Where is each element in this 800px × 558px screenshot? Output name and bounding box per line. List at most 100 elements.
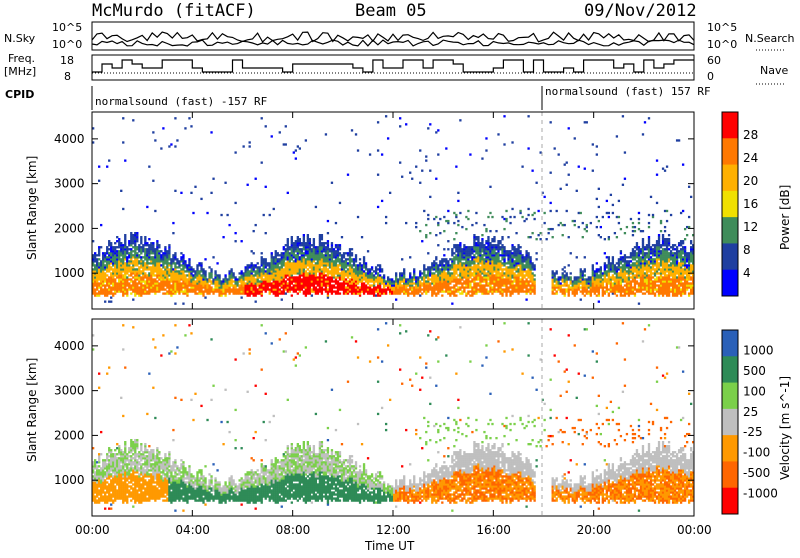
power-cell — [305, 262, 307, 264]
power-cell — [493, 260, 495, 262]
power-cell — [459, 286, 461, 288]
power-cell — [347, 288, 349, 290]
power-cell — [355, 282, 357, 284]
power-cell — [361, 280, 363, 282]
power-cell — [361, 268, 363, 270]
power-cell — [533, 286, 535, 288]
power-cell — [525, 298, 527, 300]
power-cell — [337, 284, 339, 286]
power-cell — [519, 272, 521, 274]
power-cell — [634, 262, 636, 264]
power-cell — [120, 250, 122, 252]
power-cell — [515, 266, 517, 268]
power-cell — [309, 274, 311, 276]
power-cell — [307, 278, 309, 280]
power-cell — [602, 216, 604, 218]
power-cell — [463, 276, 465, 278]
power-cell — [417, 282, 419, 284]
power-cell — [130, 236, 132, 238]
power-cell — [644, 256, 646, 258]
power-cell — [146, 278, 148, 280]
power-cell — [303, 268, 305, 270]
power-cell — [339, 284, 341, 286]
power-cell — [194, 280, 196, 282]
power-cell — [369, 284, 371, 286]
power-cell — [513, 252, 515, 254]
power-cell — [275, 288, 277, 290]
power-cell — [379, 286, 381, 288]
power-cell — [349, 248, 351, 250]
power-cell — [96, 278, 98, 280]
power-cell — [319, 258, 321, 260]
power-cell — [459, 272, 461, 274]
power-cell — [118, 288, 120, 290]
power-cell — [493, 280, 495, 282]
power-cell — [261, 276, 263, 278]
power-cell — [261, 256, 263, 258]
power-cell — [606, 286, 608, 288]
power-cell — [638, 246, 640, 248]
power-cell — [459, 256, 461, 258]
power-cell — [403, 276, 405, 278]
power-cell — [395, 274, 397, 276]
power-cell — [255, 280, 257, 282]
power-cell — [531, 264, 533, 266]
power-cell — [361, 236, 363, 238]
power-cell — [367, 292, 369, 294]
power-cell — [349, 284, 351, 286]
power-cell — [313, 266, 315, 268]
power-cell — [592, 286, 594, 288]
power-cell — [214, 282, 216, 284]
power-cell — [576, 286, 578, 288]
power-cell — [263, 272, 265, 274]
power-cell — [154, 270, 156, 272]
power-cell — [319, 288, 321, 290]
power-cell — [106, 246, 108, 248]
power-cell — [148, 278, 150, 280]
power-cell — [140, 256, 142, 258]
power-cell — [124, 238, 126, 240]
power-cell — [513, 278, 515, 280]
power-cell — [285, 280, 287, 282]
power-cell — [301, 262, 303, 264]
power-cell — [461, 254, 463, 256]
power-cell — [485, 280, 487, 282]
power-cell — [461, 264, 463, 266]
power-cell — [230, 276, 232, 278]
power-cell — [122, 250, 124, 252]
power-cell — [389, 284, 391, 286]
power-cell — [176, 274, 178, 276]
power-cell — [590, 292, 592, 294]
power-cell — [584, 268, 586, 270]
power-cell — [152, 244, 154, 246]
power-cell — [632, 274, 634, 276]
power-cell — [190, 284, 192, 286]
power-cell — [224, 288, 226, 290]
power-cell — [409, 288, 411, 290]
power-cell — [527, 115, 529, 117]
power-cell — [411, 282, 413, 284]
power-cell — [489, 272, 491, 274]
power-cell — [196, 280, 198, 282]
power-cell — [347, 270, 349, 272]
power-cell — [323, 256, 325, 258]
power-cell — [562, 276, 564, 278]
power-cell — [291, 236, 293, 238]
power-cell — [497, 258, 499, 260]
power-cell — [285, 248, 287, 250]
power-cell — [146, 252, 148, 254]
power-cell — [240, 292, 242, 294]
power-cell — [168, 250, 170, 252]
power-cell — [630, 260, 632, 262]
power-cell — [582, 278, 584, 280]
power-cell — [483, 292, 485, 294]
power-cell — [560, 288, 562, 290]
power-cell — [475, 286, 477, 288]
power-cell — [387, 282, 389, 284]
power-cell — [439, 286, 441, 288]
power-cell — [363, 276, 365, 278]
power-cell — [447, 248, 449, 250]
power-cell — [521, 280, 523, 282]
power-cell — [359, 276, 361, 278]
power-cell — [503, 264, 505, 266]
